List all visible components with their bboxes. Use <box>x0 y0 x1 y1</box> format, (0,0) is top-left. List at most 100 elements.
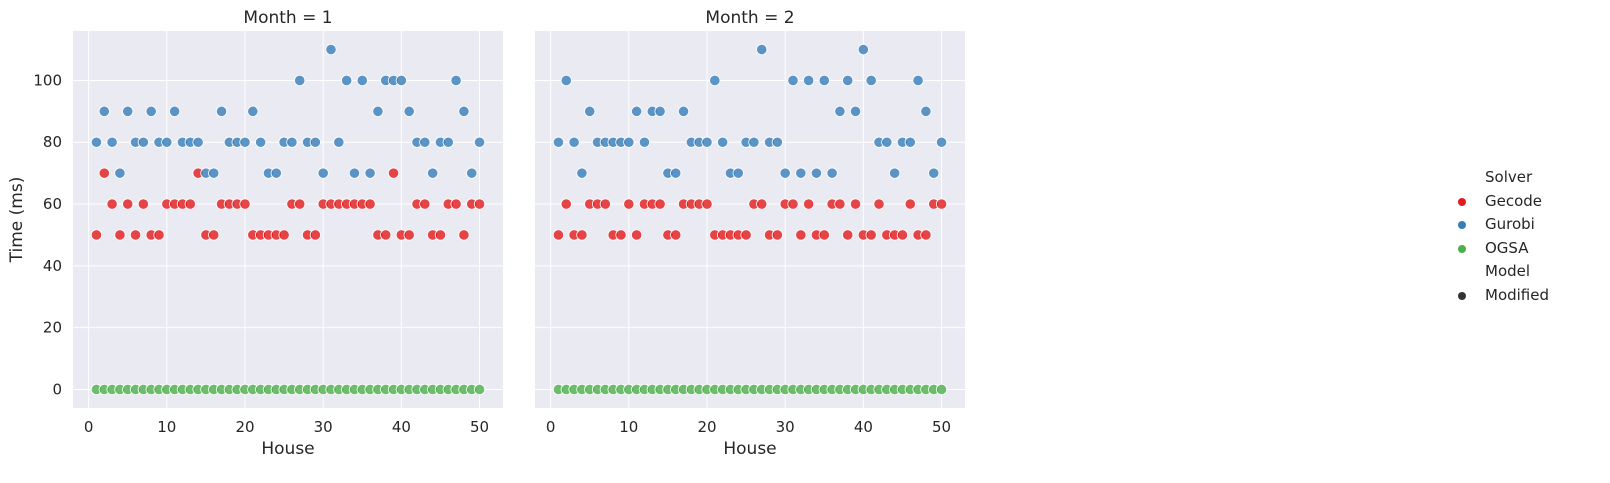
panel-2-x-tick-label: 30 <box>776 418 795 436</box>
y-tick-label: 80 <box>43 133 62 151</box>
panel-2-point-gurobi <box>771 136 783 148</box>
panel-1-point-gurobi <box>317 167 329 179</box>
panel-2-point-gurobi <box>795 167 807 179</box>
legend-marker-ogsa <box>1458 244 1466 253</box>
y-tick-label: 60 <box>43 195 62 213</box>
panel-2-x-tick-label: 40 <box>854 418 873 436</box>
panel-1-point-gecode <box>90 229 103 241</box>
panel-1-point-gurobi <box>247 105 259 117</box>
panel-2-point-gecode <box>818 229 830 241</box>
panel-1-point-gurobi <box>450 74 462 87</box>
panel-1-point-gurobi <box>114 167 126 179</box>
panel-2-point-gecode <box>771 229 783 241</box>
panel-1-point-gecode <box>473 198 486 210</box>
panel-2-point-gecode <box>670 229 682 241</box>
panel-1-x-tick-label: 30 <box>314 418 333 436</box>
panel-2-point-gurobi <box>865 74 877 87</box>
panel-2-point-gurobi <box>849 105 862 117</box>
panel-1-point-gurobi <box>325 43 337 56</box>
panel-2-point-gecode <box>896 229 909 241</box>
panel-1-point-gecode <box>364 198 376 210</box>
panel-1-point-gecode <box>278 229 290 241</box>
panel-2-point-gecode <box>740 229 752 241</box>
legend-style-title: Model <box>1485 262 1531 280</box>
panel-1-point-gurobi <box>372 105 384 117</box>
panel-1-point-gecode <box>419 198 431 210</box>
panel-1-point-gecode <box>387 167 400 179</box>
panel-1-point-gecode <box>434 229 447 241</box>
panel-1-point-gecode <box>184 198 196 210</box>
legend-entry-gurobi: Gurobi <box>1458 213 1549 237</box>
panel-2-point-gurobi <box>560 74 572 87</box>
panel-2-point-gurobi <box>904 136 916 148</box>
legend-entry-ogsa: OGSA <box>1458 237 1549 261</box>
panel-2-point-gecode <box>599 198 611 210</box>
panel-1-point-gecode <box>106 198 118 210</box>
panel-2-point-gurobi <box>552 136 565 148</box>
panel-2-point-gurobi <box>717 136 729 148</box>
panel-1-background <box>73 31 503 408</box>
panel-1-point-gecode <box>153 229 165 241</box>
panel-2-point-gurobi <box>928 167 940 179</box>
panel-1-x-tick-label: 0 <box>84 418 94 436</box>
legend-label-modified: Modified <box>1485 285 1550 304</box>
panel-2-point-gecode <box>787 198 799 210</box>
panel-2-background <box>535 31 965 408</box>
panel-2-x-axis-label: House <box>723 439 776 459</box>
panel-2-point-gurobi <box>732 167 744 179</box>
panel-1-point-gurobi <box>356 74 368 87</box>
panel-2-x-tick-label: 0 <box>546 418 556 436</box>
panel-1-point-gurobi <box>122 105 134 117</box>
panel-1-point-gurobi <box>473 136 486 148</box>
panel-2-point-gecode <box>631 229 643 241</box>
panel-2-point-gurobi <box>826 167 838 179</box>
panel-1-point-gecode <box>137 198 149 210</box>
panel-2-point-gurobi <box>677 105 690 117</box>
panel-1-point-gurobi <box>270 167 282 179</box>
legend-entry-gecode: Gecode <box>1458 190 1549 214</box>
panel-2-point-gurobi <box>576 167 588 179</box>
panel-1-point-gurobi <box>466 167 478 179</box>
panel-2-point-gecode <box>849 198 862 210</box>
panel-1-point-ogsa <box>473 383 486 396</box>
y-tick-label: 100 <box>33 71 62 89</box>
panel-2-point-gecode <box>701 198 713 210</box>
panel-1-point-gurobi <box>145 105 157 117</box>
panel-1-x-tick-label: 20 <box>235 418 254 436</box>
panel-2-point-gurobi <box>810 167 823 179</box>
panel-2-point-gurobi <box>842 74 854 87</box>
panel-1-point-gecode <box>114 229 126 241</box>
panel-2-point-gurobi <box>654 105 666 117</box>
y-tick-label: 0 <box>52 380 62 398</box>
panel-2-point-gecode <box>920 229 932 241</box>
panel-1-point-gurobi <box>395 74 407 87</box>
panel-1-point-gecode <box>380 229 392 241</box>
panel-2-point-ogsa <box>935 383 948 396</box>
panel-2-point-gecode <box>803 198 815 210</box>
panel-1-point-gurobi <box>294 74 306 87</box>
panel-1-point-gecode <box>239 198 251 210</box>
panel-1-point-gurobi <box>458 105 470 117</box>
panel-1-point-gurobi <box>192 136 204 148</box>
panel-1-point-gurobi <box>208 167 220 179</box>
panel-2-title: Month = 2 <box>705 8 794 28</box>
panel-1-point-gurobi <box>255 136 267 148</box>
panel-2-x-tick-label: 10 <box>619 418 638 436</box>
panel-1-point-gecode <box>309 229 321 241</box>
panel-1-point-gurobi <box>90 136 103 148</box>
legend-marker-modified <box>1458 291 1466 300</box>
panel-2-point-gurobi <box>631 105 643 117</box>
panel-1-x-tick-label: 40 <box>392 418 411 436</box>
panel-2-point-gecode <box>615 229 627 241</box>
panel-2-point-gurobi <box>584 105 596 117</box>
panel-2-point-gecode <box>842 229 854 241</box>
panel-1-title: Month = 1 <box>243 8 332 28</box>
panel-2-point-gurobi <box>701 136 713 148</box>
panel-2-point-gurobi <box>638 136 651 148</box>
panel-1-x-tick-label: 50 <box>470 418 489 436</box>
panel-1-point-gecode <box>294 198 306 210</box>
panel-2-point-gecode <box>834 198 846 210</box>
panel-2-x-tick-label: 50 <box>932 418 951 436</box>
legend-marker-gurobi <box>1458 221 1466 229</box>
